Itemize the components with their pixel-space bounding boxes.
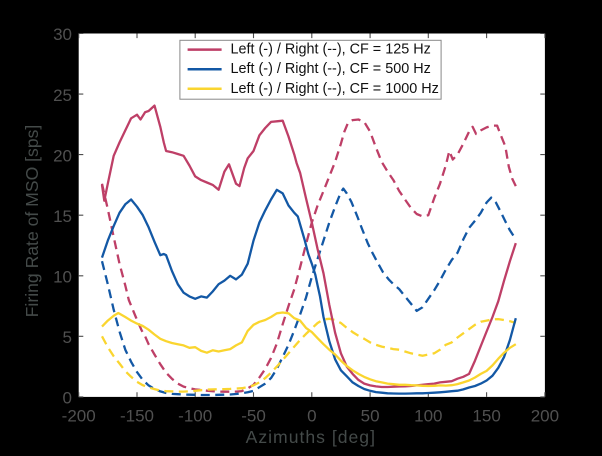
- svg-text:-50: -50: [241, 406, 266, 425]
- svg-text:0: 0: [307, 406, 316, 425]
- svg-text:Left (-) / Right (--), CF = 12: Left (-) / Right (--), CF = 125 Hz: [231, 42, 431, 58]
- svg-text:100: 100: [414, 406, 442, 425]
- svg-text:0: 0: [63, 389, 72, 408]
- svg-text:20: 20: [53, 146, 72, 165]
- svg-text:25: 25: [53, 86, 72, 105]
- svg-text:Firing Rate of MSO [sps]: Firing Rate of MSO [sps]: [22, 125, 42, 318]
- svg-text:Left (-) / Right (--), CF = 50: Left (-) / Right (--), CF = 500 Hz: [231, 61, 431, 77]
- svg-text:10: 10: [53, 268, 72, 287]
- svg-text:200: 200: [531, 406, 559, 425]
- svg-text:150: 150: [472, 406, 500, 425]
- svg-text:50: 50: [361, 406, 380, 425]
- svg-text:15: 15: [53, 207, 72, 226]
- svg-text:5: 5: [63, 328, 72, 347]
- svg-text:Left (-) / Right (--), CF = 10: Left (-) / Right (--), CF = 1000 Hz: [231, 81, 439, 97]
- svg-text:-100: -100: [178, 406, 212, 425]
- svg-text:Azimuths [deg]: Azimuths [deg]: [246, 427, 376, 447]
- svg-text:30: 30: [53, 25, 72, 44]
- svg-text:-200: -200: [62, 406, 96, 425]
- svg-text:-150: -150: [120, 406, 154, 425]
